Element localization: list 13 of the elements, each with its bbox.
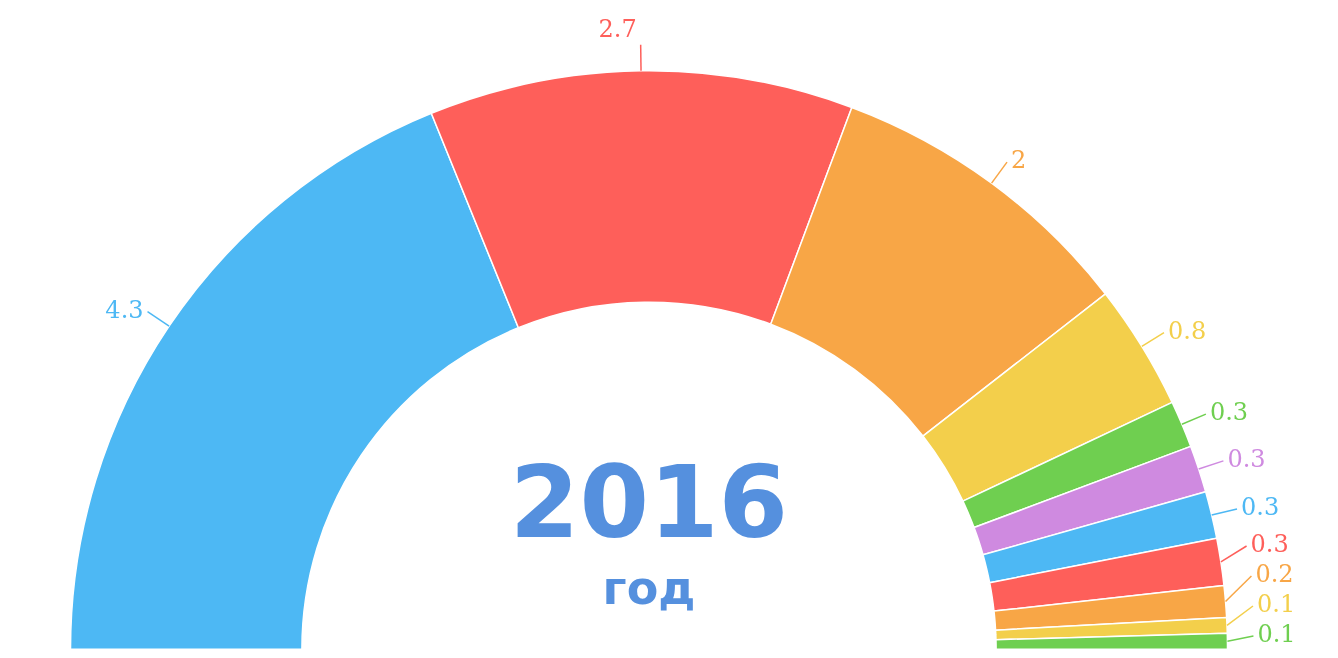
text: 2016 [509, 444, 789, 561]
data-label: 2 [1011, 146, 1027, 175]
data-label: 0.3 [1240, 493, 1280, 522]
data-label: 0.3 [1209, 398, 1249, 427]
text: год [602, 561, 696, 615]
data-label: 0.3 [1250, 530, 1289, 559]
data-label: 4.3 [105, 295, 144, 324]
data-label: 2.7 [598, 15, 637, 44]
data-label: 0.1 [1256, 590, 1296, 619]
data-label: 0.8 [1167, 316, 1207, 345]
data-label: 0.3 [1227, 445, 1266, 474]
data-label: 0.1 [1257, 620, 1296, 649]
data-label: 0.2 [1255, 560, 1294, 589]
